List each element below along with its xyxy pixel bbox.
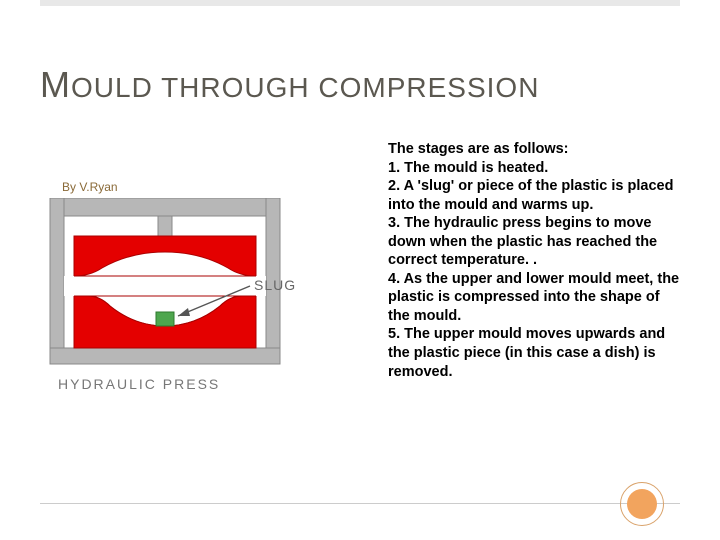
slide-title: MOULD THROUGH COMPRESSION [40,64,539,106]
body-text: The stages are as follows: 1. The mould … [388,140,682,381]
slide: MOULD THROUGH COMPRESSION By V.Ryan [0,0,720,540]
footer-line [40,503,680,504]
hydraulic-press-icon: SLUG [40,198,340,368]
diagram-caption: HYDRAULIC PRESS [58,376,350,392]
step-line: 4. As the upper and lower mould meet, th… [388,270,682,326]
step-line: 1. The mould is heated. [388,159,682,178]
diagram-byline: By V.Ryan [62,180,350,194]
footer-circle-inner-icon [627,489,657,519]
step-line: 3. The hydraulic press begins to move do… [388,214,682,270]
diagram: By V.Ryan [40,180,350,392]
footer [40,482,680,526]
top-bar [40,0,680,6]
slug-label: SLUG [254,277,296,293]
step-line: 5. The upper mould moves upwards and the… [388,325,682,381]
step-line: 2. A 'slug' or piece of the plastic is p… [388,177,682,214]
intro-line: The stages are as follows: [388,140,682,159]
